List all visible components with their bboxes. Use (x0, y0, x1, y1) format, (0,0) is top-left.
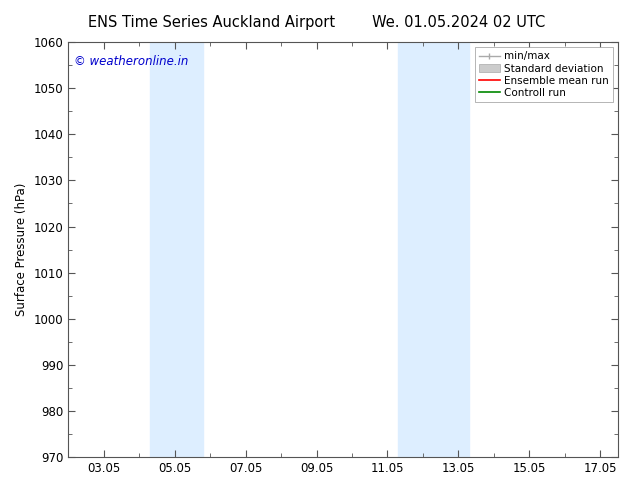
Bar (150, 42, 203, 457)
Text: ENS Time Series Auckland Airport        We. 01.05.2024 02 UTC: ENS Time Series Auckland Airport We. 01.… (88, 15, 546, 30)
Y-axis label: Surface Pressure (hPa): Surface Pressure (hPa) (15, 183, 28, 316)
Bar (398, 42, 469, 457)
Text: © weatheronline.in: © weatheronline.in (74, 54, 188, 68)
Legend: min/max, Standard deviation, Ensemble mean run, Controll run: min/max, Standard deviation, Ensemble me… (475, 47, 613, 102)
